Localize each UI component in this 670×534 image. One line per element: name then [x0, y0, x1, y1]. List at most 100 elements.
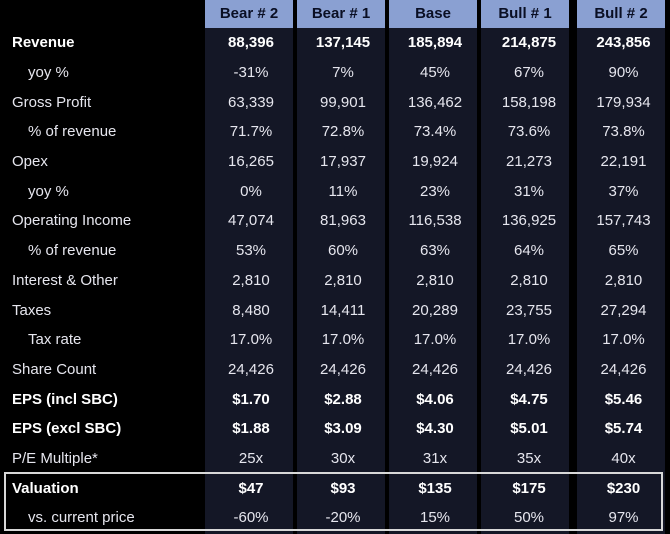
table-row: P/E Multiple* 25x 30x 31x 35x 40x — [0, 444, 670, 474]
table-cell: 22,191 — [600, 153, 647, 171]
table-cell: 2,810 — [416, 271, 454, 289]
row-label: vs. current price — [28, 509, 135, 527]
table-cell: 88,396 — [228, 34, 274, 52]
table-cell: 73.6% — [507, 123, 551, 141]
table-cell: $175 — [512, 479, 546, 497]
table-row: vs. current price -60% -20% 15% 50% 97% — [0, 503, 670, 533]
row-label: Share Count — [12, 360, 97, 378]
table-cell: 185,894 — [407, 34, 463, 52]
table-cell: 81,963 — [320, 212, 366, 230]
table-cell: $135 — [418, 479, 452, 497]
table-cell: 23,755 — [506, 301, 552, 319]
table-cell: $4.75 — [510, 390, 548, 408]
table-cell: 97% — [608, 509, 639, 527]
table-row: EPS (incl SBC) $1.70 $2.88 $4.06 $4.75 $5.46 — [0, 384, 670, 414]
table-cell: 24,426 — [506, 360, 552, 378]
table-row: Revenue 88,396 137,145 185,894 214,875 243,85… — [0, 28, 670, 58]
table-cell: 17,937 — [320, 153, 366, 171]
column-bg-base — [389, 0, 477, 534]
table-cell: 47,074 — [228, 212, 274, 230]
header-bear-1: Bear # 1 — [297, 0, 385, 28]
table-row: Share Count 24,426 24,426 24,426 24,426 24,42… — [0, 355, 670, 385]
table-cell: 64% — [513, 242, 545, 260]
table-cell: 17.0% — [602, 331, 645, 349]
table-cell: 35x — [516, 449, 542, 467]
table-cell: 17.0% — [507, 331, 551, 349]
table-cell: 214,875 — [501, 34, 557, 52]
table-cell: 14,411 — [320, 301, 366, 319]
table-cell: 7% — [332, 64, 354, 82]
table-cell: 243,856 — [596, 34, 651, 52]
table-cell: 72.8% — [321, 123, 365, 141]
table-cell: 53% — [235, 242, 267, 260]
table-cell: $4.30 — [416, 420, 454, 438]
column-bg-bear-1 — [297, 0, 385, 534]
table-cell: 40x — [611, 449, 636, 467]
table-cell: 21,273 — [506, 153, 552, 171]
table-row: Valuation $47 $93 $135 $175 $230 — [0, 473, 670, 503]
row-label: Taxes — [12, 301, 52, 319]
row-label: Tax rate — [28, 331, 82, 349]
table-cell: $1.88 — [232, 420, 270, 438]
table-cell: 2,810 — [510, 271, 548, 289]
row-label: Gross Profit — [12, 93, 92, 111]
table-row: Gross Profit 63,339 99,901 136,462 158,198 17… — [0, 87, 670, 117]
table-cell: 25x — [238, 449, 264, 467]
table-cell: 2,810 — [232, 271, 270, 289]
row-label: P/E Multiple* — [12, 449, 98, 467]
table-cell: $1.70 — [232, 390, 270, 408]
table-row: Opex 16,265 17,937 19,924 21,273 22,191 — [0, 147, 670, 177]
header-bull-1: Bull # 1 — [481, 0, 569, 28]
table-cell: 31x — [422, 449, 448, 467]
table-cell: 37% — [608, 182, 639, 200]
column-bg-bear-2 — [205, 0, 293, 534]
table-cell: 31% — [513, 182, 545, 200]
table-cell: 136,462 — [407, 93, 463, 111]
table-cell: $5.74 — [604, 420, 643, 438]
table-cell: 2,810 — [604, 271, 643, 289]
table-row: Operating Income 47,074 81,963 116,538 136,9… — [0, 206, 670, 236]
table-cell: 158,198 — [501, 93, 557, 111]
table-cell: 19,924 — [412, 153, 458, 171]
table-cell: 2,810 — [324, 271, 362, 289]
table-row: Tax rate 17.0% 17.0% 17.0% 17.0% 17.0% — [0, 325, 670, 355]
table-cell: $47 — [238, 479, 264, 497]
row-label: Revenue — [12, 34, 75, 52]
table-cell: 65% — [608, 242, 639, 260]
table-cell: 24,426 — [228, 360, 274, 378]
table-cell: 16,265 — [228, 153, 274, 171]
table-cell: -31% — [233, 64, 269, 82]
table-cell: -20% — [325, 509, 361, 527]
row-label: Operating Income — [12, 212, 132, 230]
table-cell: 63,339 — [228, 93, 274, 111]
table-cell: 50% — [513, 509, 545, 527]
table-cell: 90% — [608, 64, 639, 82]
table-row: Interest & Other 2,810 2,810 2,810 2,810 2,81… — [0, 266, 670, 296]
row-label: yoy % — [28, 64, 69, 82]
table-row: yoy % 0% 11% 23% 31% 37% — [0, 176, 670, 206]
row-label: % of revenue — [28, 242, 117, 260]
table-cell: $2.88 — [324, 390, 362, 408]
row-label: EPS (excl SBC) — [12, 420, 122, 438]
table-cell: 24,426 — [600, 360, 647, 378]
table-cell: 179,934 — [596, 93, 651, 111]
table-cell: 71.7% — [229, 123, 273, 141]
table-row: % of revenue 53% 60% 63% 64% 65% — [0, 236, 670, 266]
table-cell: 24,426 — [412, 360, 458, 378]
table-cell: 8,480 — [232, 301, 270, 319]
row-label: EPS (incl SBC) — [12, 390, 118, 408]
table-cell: 23% — [419, 182, 451, 200]
table-cell: 73.4% — [413, 123, 457, 141]
column-bg-bull-2 — [577, 0, 665, 534]
table-cell: 17.0% — [229, 331, 273, 349]
table-cell: $230 — [606, 479, 641, 497]
financials-body: Revenue 88,396 137,145 185,894 214,875 243,85… — [0, 28, 670, 533]
table-cell: 24,426 — [320, 360, 366, 378]
row-label: Interest & Other — [12, 271, 118, 289]
header-bull-2: Bull # 2 — [577, 0, 665, 28]
row-label: yoy % — [28, 182, 69, 200]
table-cell: 30x — [330, 449, 356, 467]
table-row: yoy % -31% 7% 45% 67% 90% — [0, 58, 670, 88]
table-cell: 73.8% — [602, 123, 645, 141]
